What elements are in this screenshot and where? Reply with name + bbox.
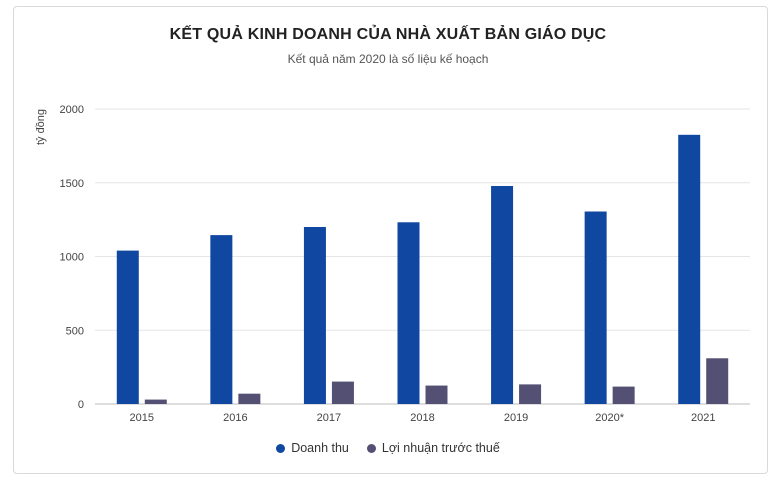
y-tick-label: 1000 xyxy=(60,252,84,264)
bar-doanh-thu-2018 xyxy=(397,222,420,404)
x-tick-label: 2016 xyxy=(223,412,247,424)
bar-doanh-thu-2015 xyxy=(116,250,139,404)
bar-doanh-thu-2021 xyxy=(678,134,701,404)
bars xyxy=(116,134,729,404)
y-tick-label: 1500 xyxy=(60,178,84,190)
legend: Doanh thu Lợi nhuận trước thuế xyxy=(0,441,776,455)
chart-subtitle: Kết quả năm 2020 là số liệu kế hoạch xyxy=(287,52,489,66)
x-tick-label: 2015 xyxy=(130,412,154,424)
legend-swatch xyxy=(276,443,286,453)
bar-doanh-thu-2019 xyxy=(491,185,514,404)
chart-card xyxy=(13,6,768,474)
y-tick-label: 2000 xyxy=(60,104,84,116)
x-tick-label: 2018 xyxy=(410,412,434,424)
bar-loi-nhuan-2020 xyxy=(612,386,635,404)
bar-loi-nhuan-2021 xyxy=(706,358,729,404)
chart-title: KẾT QUẢ KINH DOANH CỦA NHÀ XUẤT BẢN GIÁO… xyxy=(169,26,607,43)
bar-loi-nhuan-2018 xyxy=(425,385,448,404)
legend-label: Doanh thu xyxy=(291,441,349,455)
x-tick-label: 2017 xyxy=(317,412,341,424)
legend-item[interactable]: Doanh thu xyxy=(276,441,349,455)
bar-loi-nhuan-2015 xyxy=(144,399,167,404)
bar-loi-nhuan-2019 xyxy=(519,384,542,404)
bar-loi-nhuan-2016 xyxy=(238,393,261,404)
x-tick-label: 2020* xyxy=(595,412,624,424)
gridlines xyxy=(95,108,750,405)
y-axis-ticks: 0 500 1000 1500 2000 xyxy=(60,104,84,411)
legend-label: Lợi nhuận trước thuế xyxy=(381,441,500,455)
x-axis-ticks: 2015 2016 2017 2018 2019 2020* 2021 xyxy=(130,412,716,424)
y-tick-label: 500 xyxy=(66,325,84,337)
x-tick-label: 2021 xyxy=(691,412,715,424)
y-tick-label: 0 xyxy=(78,399,84,411)
legend-item[interactable]: Lợi nhuận trước thuế xyxy=(366,441,500,455)
bar-loi-nhuan-2017 xyxy=(331,381,354,404)
y-axis-label: tỷ đồng xyxy=(35,109,47,145)
bar-doanh-thu-2016 xyxy=(210,235,233,404)
legend-swatch xyxy=(366,443,376,453)
x-tick-label: 2019 xyxy=(504,412,528,424)
bar-doanh-thu-2020 xyxy=(584,211,607,404)
bar-doanh-thu-2017 xyxy=(303,227,326,404)
